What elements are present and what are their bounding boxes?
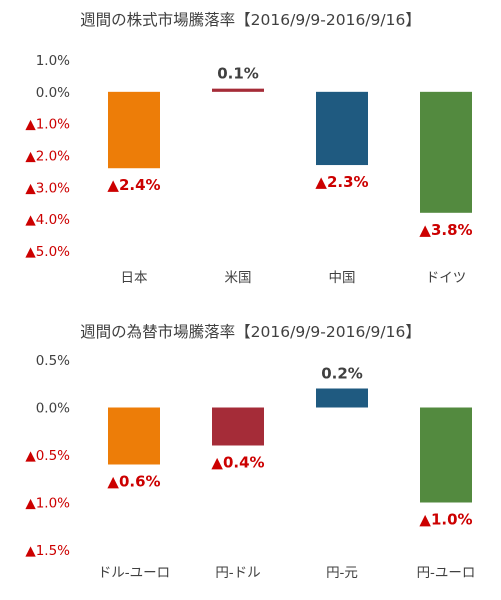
bar (212, 88, 264, 92)
y-tick-label: ▲5.0% (25, 244, 70, 260)
bar (108, 407, 160, 465)
y-tick-label: ▲0.5% (25, 448, 70, 464)
bar (212, 407, 264, 446)
y-tick-label: 0.0% (36, 401, 70, 417)
y-tick-label: 0.0% (36, 85, 70, 101)
y-tick-label: ▲4.0% (25, 212, 70, 228)
y-tick-label: 1.0% (36, 53, 70, 69)
fx-market-chart: 0.5% 0.0% ▲0.5% ▲1.0% ▲1.5% ▲0.6% ドル-ユーロ ▲0.4% 円… (25, 353, 476, 581)
stock-market-chart: 1.0% 0.0% ▲1.0% ▲2.0% ▲3.0% ▲4.0% ▲5.0% ▲2.4% 日本… (25, 53, 472, 286)
category-label: 円-ドル (215, 565, 260, 581)
data-label: ▲0.4% (211, 454, 264, 472)
data-label: ▲1.0% (419, 511, 472, 529)
bar (420, 407, 472, 503)
category-label: 円-ユーロ (417, 565, 476, 581)
y-tick-label: ▲1.0% (25, 117, 70, 133)
data-label: 0.1% (217, 65, 259, 83)
category-label: 米国 (225, 270, 252, 286)
bar (316, 91, 368, 166)
category-label: ドイツ (426, 270, 467, 286)
y-tick-label: 0.5% (36, 353, 70, 369)
data-label: 0.2% (321, 365, 363, 383)
category-label: 中国 (329, 270, 356, 286)
y-tick-label: ▲1.5% (25, 543, 70, 559)
y-tick-label: ▲2.0% (25, 149, 70, 165)
category-label: 日本 (121, 270, 148, 286)
y-tick-label: ▲3.0% (25, 180, 70, 196)
bar (108, 91, 160, 169)
bar (316, 388, 368, 408)
category-label: 円-元 (326, 565, 358, 581)
bar (420, 91, 472, 213)
chart-title-fx: 週間の為替市場騰落率【2016/9/9-2016/9/16】 (80, 323, 421, 341)
data-label: ▲0.6% (107, 473, 160, 491)
category-label: ドル-ユーロ (98, 565, 170, 581)
data-label: ▲2.4% (107, 176, 160, 194)
data-label: ▲3.8% (419, 221, 472, 239)
y-tick-label: ▲1.0% (25, 496, 70, 512)
chart-title-stock: 週間の株式市場騰落率【2016/9/9-2016/9/16】 (80, 11, 421, 29)
data-label: ▲2.3% (315, 173, 368, 191)
